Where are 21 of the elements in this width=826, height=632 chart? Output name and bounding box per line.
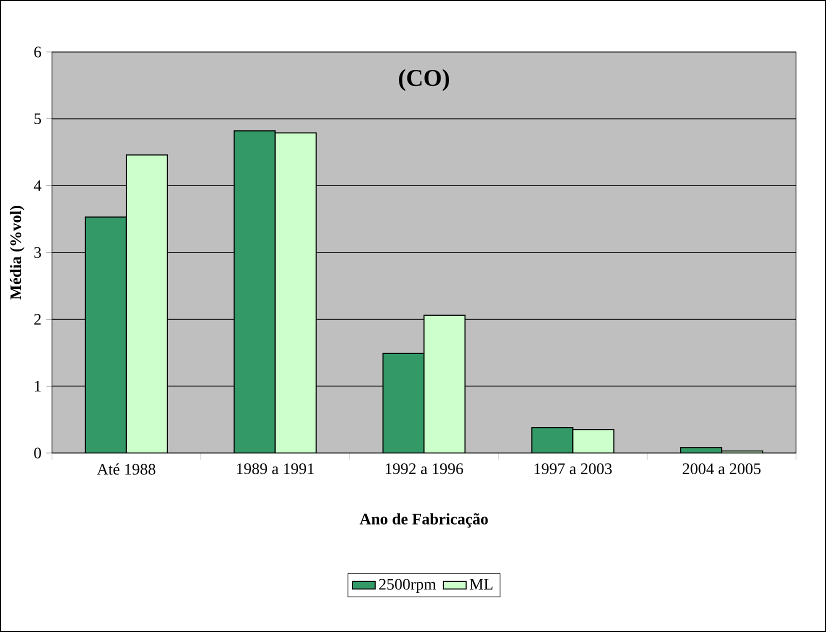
bar	[126, 154, 168, 454]
x-tick-label: 1992 a 1996	[386, 463, 464, 474]
bar	[274, 132, 317, 454]
y-tick-label: 0	[34, 448, 41, 458]
y-tick-label: 5	[34, 114, 41, 124]
legend-label: ML	[470, 578, 492, 590]
x-axis-title: Ano de Fabricação	[360, 513, 488, 528]
bar	[572, 429, 614, 454]
x-tick-label: 1997 a 2003	[534, 463, 612, 474]
x-tick-label: 2004 a 2005	[682, 463, 761, 474]
x-tick-label: 1989 a 1991	[237, 463, 314, 474]
bar	[423, 314, 466, 454]
text: (CO)	[399, 69, 449, 91]
x-tick-label: Até 1988	[96, 463, 156, 475]
y-tick-label: 6	[34, 46, 42, 58]
y-tick-label: 4	[34, 180, 42, 191]
y-tick-label: 1	[34, 380, 41, 392]
y-axis-title: Média (%vol)	[10, 206, 24, 300]
y-tick-label: 2	[34, 314, 41, 325]
y-tick-label: 3	[34, 247, 41, 258]
legend-label: 2500rpm	[379, 578, 436, 593]
